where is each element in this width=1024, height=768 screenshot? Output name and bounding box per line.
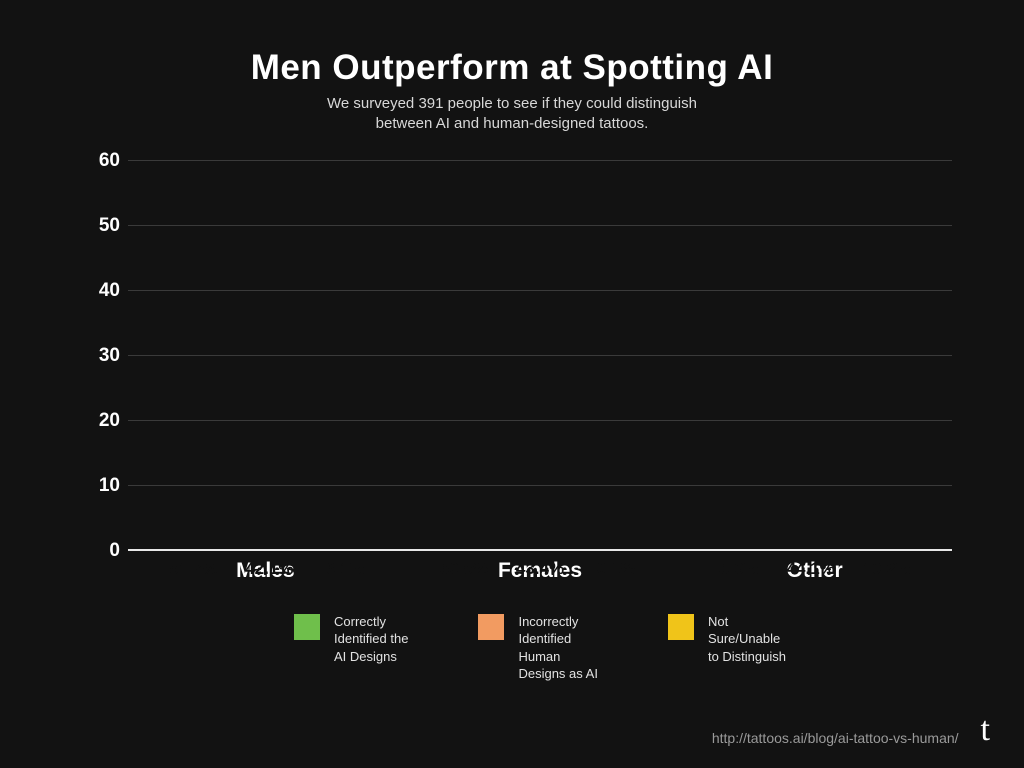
y-axis: 0102030405060 — [72, 161, 128, 551]
legend-label: CorrectlyIdentified theAI Designs — [334, 613, 408, 666]
chart-subtitle: We surveyed 391 people to see if they co… — [72, 94, 952, 135]
legend-item: NotSure/Unableto Distinguish — [668, 613, 786, 683]
y-tick: 30 — [99, 345, 120, 367]
grid-line — [128, 160, 952, 161]
subtitle-line-1: We surveyed 391 people to see if they co… — [327, 95, 697, 112]
bar-value-label: 50.5% — [440, 559, 488, 579]
y-tick: 0 — [109, 540, 120, 562]
bar-value-label: 43.4% — [516, 559, 564, 579]
footer: http://tattoos.ai/blog/ai-tattoo-vs-huma… — [712, 715, 990, 746]
y-tick: 40 — [99, 280, 120, 302]
chart-area: 0102030405060 51.7%42.1%6.1%50.5%43.4%6.… — [72, 161, 952, 551]
bars-layer: 51.7%42.1%6.1%50.5%43.4%6.1%45.6%44.1%10… — [128, 161, 952, 551]
bar-value-label: 6.1% — [597, 559, 636, 579]
y-tick: 50 — [99, 215, 120, 237]
grid-line — [128, 225, 952, 226]
bar-value-label: 45.6% — [711, 559, 759, 579]
legend-label: IncorrectlyIdentifiedHumanDesigns as AI — [518, 613, 598, 683]
legend-label: NotSure/Unableto Distinguish — [708, 613, 786, 666]
bar-value-label: 44.1% — [787, 559, 835, 579]
baseline — [128, 549, 952, 551]
logo-letter: t — [981, 715, 990, 746]
source-url: http://tattoos.ai/blog/ai-tattoo-vs-huma… — [712, 730, 959, 746]
chart-title: Men Outperform at Spotting AI — [72, 48, 952, 88]
legend-swatch — [668, 614, 694, 640]
bar-value-label: 51.7% — [169, 559, 217, 579]
bar-value-label: 42.1% — [245, 559, 293, 579]
y-tick: 10 — [99, 475, 120, 497]
grid-line — [128, 420, 952, 421]
bar-value-label: 6.1% — [326, 559, 365, 579]
legend-item: IncorrectlyIdentifiedHumanDesigns as AI — [478, 613, 598, 683]
legend-item: CorrectlyIdentified theAI Designs — [294, 613, 408, 683]
grid-line — [128, 485, 952, 486]
y-tick: 60 — [99, 150, 120, 172]
subtitle-line-2: between AI and human-designed tattoos. — [376, 115, 649, 132]
grid-line — [128, 355, 952, 356]
plot-area: 51.7%42.1%6.1%50.5%43.4%6.1%45.6%44.1%10… — [128, 161, 952, 551]
legend: CorrectlyIdentified theAI Designs Incorre… — [72, 613, 952, 683]
legend-swatch — [294, 614, 320, 640]
grid-line — [128, 290, 952, 291]
bar-value-label: 10.2% — [863, 559, 911, 579]
y-tick: 20 — [99, 410, 120, 432]
legend-swatch — [478, 614, 504, 640]
